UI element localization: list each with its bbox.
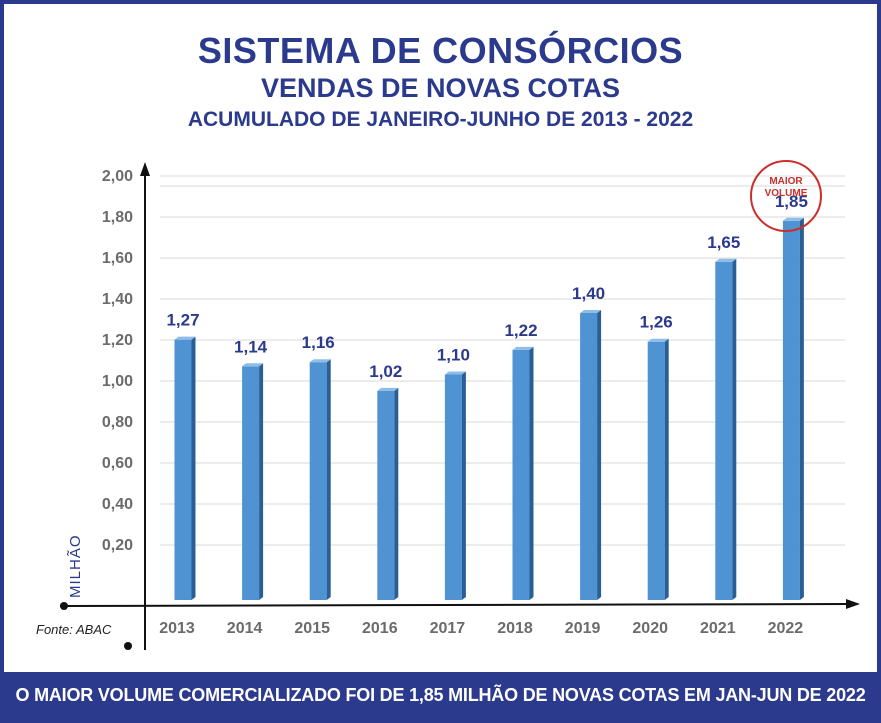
y-tick-label: 0,80 (102, 414, 133, 431)
bar-top (174, 336, 196, 340)
x-tick-labels: 2013 2014 2015 2016 2017 2018 2019 2020 2021 2022 (159, 620, 803, 637)
data-label-2020: 1,26 (640, 313, 673, 332)
bars (174, 217, 804, 600)
y-tick-label: 1,00 (102, 373, 133, 390)
x-tick-label-2016: 2016 (362, 620, 398, 637)
y-tick-label: 0,40 (102, 496, 133, 513)
bar-2022 (782, 217, 804, 600)
y-axis-arrow-icon (140, 162, 150, 176)
bar-2021 (715, 258, 737, 600)
bar-side (326, 359, 331, 600)
x-tick-label-2017: 2017 (430, 620, 466, 637)
highlight-badge: MAIOR VOLUME (750, 160, 822, 232)
chart-period: ACUMULADO DE JANEIRO-JUNHO DE 2013 - 202… (187, 108, 694, 131)
bar-side (799, 217, 804, 600)
bar-top (377, 387, 399, 391)
y-axis-title: MILHÃO (67, 534, 84, 598)
bar-2019 (580, 310, 602, 600)
bar-top (512, 346, 534, 350)
bar-side (664, 338, 669, 600)
bar-2020 (647, 338, 669, 600)
x-tick-label-2013: 2013 (159, 620, 195, 637)
x-tick-label-2015: 2015 (294, 620, 330, 637)
y-tick-label: 0,60 (102, 455, 133, 472)
bar-side (529, 346, 534, 600)
badge-line-2: VOLUME (764, 188, 808, 199)
bar-front (512, 349, 530, 600)
bar-2013 (174, 336, 196, 600)
data-label-2019: 1,40 (572, 284, 605, 303)
footer-banner: O MAIOR VOLUME COMERCIALIZADO FOI DE 1,8… (4, 672, 877, 719)
x-axis-arrow-icon (846, 599, 860, 609)
y-axis-origin-dot (124, 642, 132, 650)
y-tick-label: 2,00 (102, 168, 133, 185)
chart-subtitle: VENDAS DE NOVAS COTAS (260, 73, 621, 103)
bar-top (715, 258, 737, 262)
bar-side (597, 310, 602, 600)
bar-front (242, 366, 260, 600)
x-tick-label-2019: 2019 (565, 620, 601, 637)
data-label-2013: 1,27 (166, 311, 199, 330)
bar-front (782, 220, 800, 600)
x-tick-label-2022: 2022 (768, 620, 804, 637)
data-label-2016: 1,02 (369, 362, 402, 381)
source-note: Fonte: ABAC (36, 622, 112, 637)
x-tick-label-2014: 2014 (227, 620, 263, 637)
bar-side (394, 387, 399, 600)
bar-front (580, 313, 598, 600)
title-block: SISTEMA DE CONSÓRCIOS VENDAS DE NOVAS CO… (0, 30, 881, 134)
x-tick-label-2021: 2021 (700, 620, 736, 637)
x-tick-label-2018: 2018 (497, 620, 533, 637)
bar-2018 (512, 346, 534, 600)
bar-2015 (309, 359, 331, 600)
bar-front (715, 261, 733, 600)
bar-2014 (242, 363, 264, 600)
data-label-2014: 1,14 (234, 337, 268, 356)
x-axis-line (59, 603, 849, 607)
x-axis-origin-dot (60, 602, 68, 610)
bar-2016 (377, 387, 399, 600)
y-tick-label: 1,60 (102, 250, 133, 267)
bar-2017 (444, 371, 466, 600)
data-label-2015: 1,16 (302, 333, 335, 352)
y-tick-label: 1,80 (102, 209, 133, 226)
bar-front (309, 362, 327, 600)
bar-side (259, 363, 264, 600)
y-tick-labels: 0,20 0,40 0,60 0,80 1,00 1,20 1,40 1,60 1,80 2,00 (102, 168, 133, 554)
data-labels: 1,271,14 1,161,021,101,221,401,261,651,85 (166, 192, 807, 381)
bar-top (242, 363, 264, 367)
bar-top (647, 338, 669, 342)
bar-top (444, 371, 466, 375)
data-label-2021: 1,65 (707, 233, 740, 252)
bar-side (191, 336, 196, 600)
chart-title: SISTEMA DE CONSÓRCIOS (197, 30, 684, 71)
y-tick-label: 0,20 (102, 537, 133, 554)
bar-front (174, 339, 192, 600)
bar-top (580, 310, 602, 313)
bar-front (647, 341, 665, 600)
y-tick-label: 1,20 (102, 332, 133, 349)
bar-side (461, 371, 466, 600)
bar-top (309, 359, 331, 363)
data-label-2017: 1,10 (437, 346, 470, 365)
bar-side (732, 258, 737, 600)
y-tick-label: 1,40 (102, 291, 133, 308)
x-tick-label-2020: 2020 (632, 620, 668, 637)
bar-front (377, 390, 395, 600)
bar-front (444, 374, 462, 600)
data-label-2018: 1,22 (504, 321, 537, 340)
axes (59, 162, 860, 650)
badge-line-1: MAIOR (769, 176, 803, 187)
